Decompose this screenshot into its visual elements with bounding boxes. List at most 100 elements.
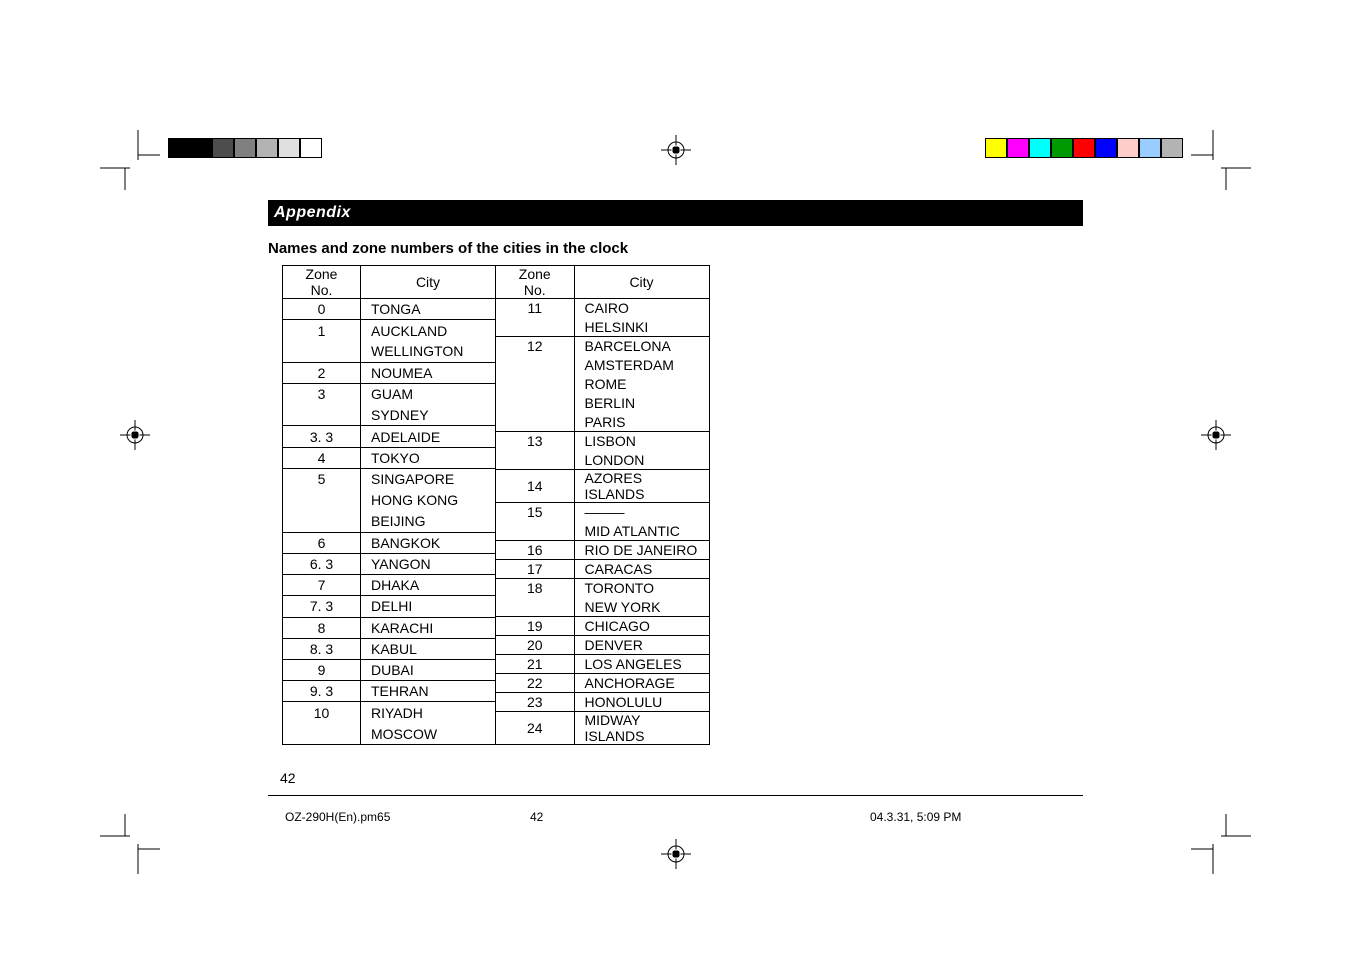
zone-cell: 3 — [283, 383, 361, 404]
table-row: 0TONGA — [283, 299, 496, 320]
table-row: 6. 3YANGON — [283, 553, 496, 574]
city-cell: AMSTERDAM — [574, 356, 709, 375]
city-cell: AZORES ISLANDS — [574, 470, 709, 503]
zone-cell: 8. 3 — [283, 638, 361, 659]
table-row: 10RIYADH — [283, 702, 496, 723]
city-cell: LONDON — [574, 451, 709, 470]
city-cell: ROME — [574, 375, 709, 394]
zone-cell — [283, 511, 361, 532]
table-row: 9DUBAI — [283, 659, 496, 680]
footer-divider — [268, 795, 1083, 796]
city-cell: RIYADH — [361, 702, 496, 723]
zone-cell: 9. 3 — [283, 681, 361, 702]
zone-cell: 9 — [283, 659, 361, 680]
city-cell: MID ATLANTIC — [574, 522, 709, 541]
city-cell: LOS ANGELES — [574, 655, 709, 674]
city-cell: KARACHI — [361, 617, 496, 638]
zone-cell: 11 — [496, 299, 574, 318]
header-zone: Zone No. — [496, 266, 574, 299]
city-cell: BANGKOK — [361, 532, 496, 553]
city-cell: KABUL — [361, 638, 496, 659]
table-row: HELSINKI — [496, 318, 709, 337]
zone-cell: 10 — [283, 702, 361, 723]
section-heading: Names and zone numbers of the cities in … — [268, 240, 1083, 257]
table-row: 23HONOLULU — [496, 693, 709, 712]
table-row: SYDNEY — [283, 405, 496, 426]
table-row: 22ANCHORAGE — [496, 674, 709, 693]
table-row: 1AUCKLAND — [283, 320, 496, 341]
zone-cell: 17 — [496, 560, 574, 579]
zone-table-wrapper: Zone No. City 0TONGA1AUCKLANDWELLINGTON2… — [282, 265, 1083, 745]
table-row: MOSCOW — [283, 723, 496, 744]
table-row: 9. 3TEHRAN — [283, 681, 496, 702]
table-row: 14AZORES ISLANDS — [496, 470, 709, 503]
zone-cell: 5 — [283, 468, 361, 489]
table-row: 4TOKYO — [283, 447, 496, 468]
header-city: City — [574, 266, 709, 299]
table-row: LONDON — [496, 451, 709, 470]
city-cell: RIO DE JANEIRO — [574, 541, 709, 560]
zone-cell: 21 — [496, 655, 574, 674]
table-row: AMSTERDAM — [496, 356, 709, 375]
zone-cell: 18 — [496, 579, 574, 598]
zone-cell: 6 — [283, 532, 361, 553]
zone-cell — [496, 375, 574, 394]
city-cell: LISBON — [574, 432, 709, 451]
zone-cell: 12 — [496, 337, 574, 356]
table-row: NEW YORK — [496, 598, 709, 617]
table-row: 17CARACAS — [496, 560, 709, 579]
city-cell: NEW YORK — [574, 598, 709, 617]
table-row: 8KARACHI — [283, 617, 496, 638]
zone-cell: 0 — [283, 299, 361, 320]
zone-cell — [283, 490, 361, 511]
zone-cell: 16 — [496, 541, 574, 560]
table-row: 7. 3DELHI — [283, 596, 496, 617]
table-row: ROME — [496, 375, 709, 394]
table-row: HONG KONG — [283, 490, 496, 511]
zone-cell: 2 — [283, 362, 361, 383]
zone-cell: 24 — [496, 712, 574, 745]
city-cell: PARIS — [574, 413, 709, 432]
city-cell: ANCHORAGE — [574, 674, 709, 693]
registration-mark-left — [120, 420, 150, 450]
city-cell: AUCKLAND — [361, 320, 496, 341]
crop-mark-tr — [1191, 130, 1251, 190]
zone-cell: 7 — [283, 575, 361, 596]
zone-cell: 22 — [496, 674, 574, 693]
zone-table-left: Zone No. City 0TONGA1AUCKLANDWELLINGTON2… — [282, 265, 496, 745]
zone-cell: 14 — [496, 470, 574, 503]
table-row: 16RIO DE JANEIRO — [496, 541, 709, 560]
city-cell: HONOLULU — [574, 693, 709, 712]
zone-cell — [496, 522, 574, 541]
city-cell: BERLIN — [574, 394, 709, 413]
crop-mark-br — [1191, 814, 1251, 874]
city-cell: HELSINKI — [574, 318, 709, 337]
zone-cell — [496, 356, 574, 375]
city-cell: WELLINGTON — [361, 341, 496, 362]
city-cell: TONGA — [361, 299, 496, 320]
city-cell: CHICAGO — [574, 617, 709, 636]
table-row: 3. 3ADELAIDE — [283, 426, 496, 447]
zone-cell: 7. 3 — [283, 596, 361, 617]
city-cell: HONG KONG — [361, 490, 496, 511]
city-cell: TEHRAN — [361, 681, 496, 702]
registration-mark-top — [661, 135, 691, 165]
table-row: 20DENVER — [496, 636, 709, 655]
table-row: 7DHAKA — [283, 575, 496, 596]
city-cell: DENVER — [574, 636, 709, 655]
crop-mark-bl — [100, 814, 160, 874]
zone-cell — [283, 405, 361, 426]
footer-page: 42 — [530, 810, 543, 824]
zone-cell: 20 — [496, 636, 574, 655]
city-cell: DELHI — [361, 596, 496, 617]
table-row: BERLIN — [496, 394, 709, 413]
zone-cell: 19 — [496, 617, 574, 636]
zone-cell: 3. 3 — [283, 426, 361, 447]
zone-cell: 4 — [283, 447, 361, 468]
table-row: WELLINGTON — [283, 341, 496, 362]
registration-mark-right — [1201, 420, 1231, 450]
header-zone: Zone No. — [283, 266, 361, 299]
city-cell: NOUMEA — [361, 362, 496, 383]
footer-date: 04.3.31, 5:09 PM — [870, 810, 961, 824]
zone-table-right: Zone No. City 11CAIROHELSINKI12BARCELONA… — [496, 265, 710, 745]
